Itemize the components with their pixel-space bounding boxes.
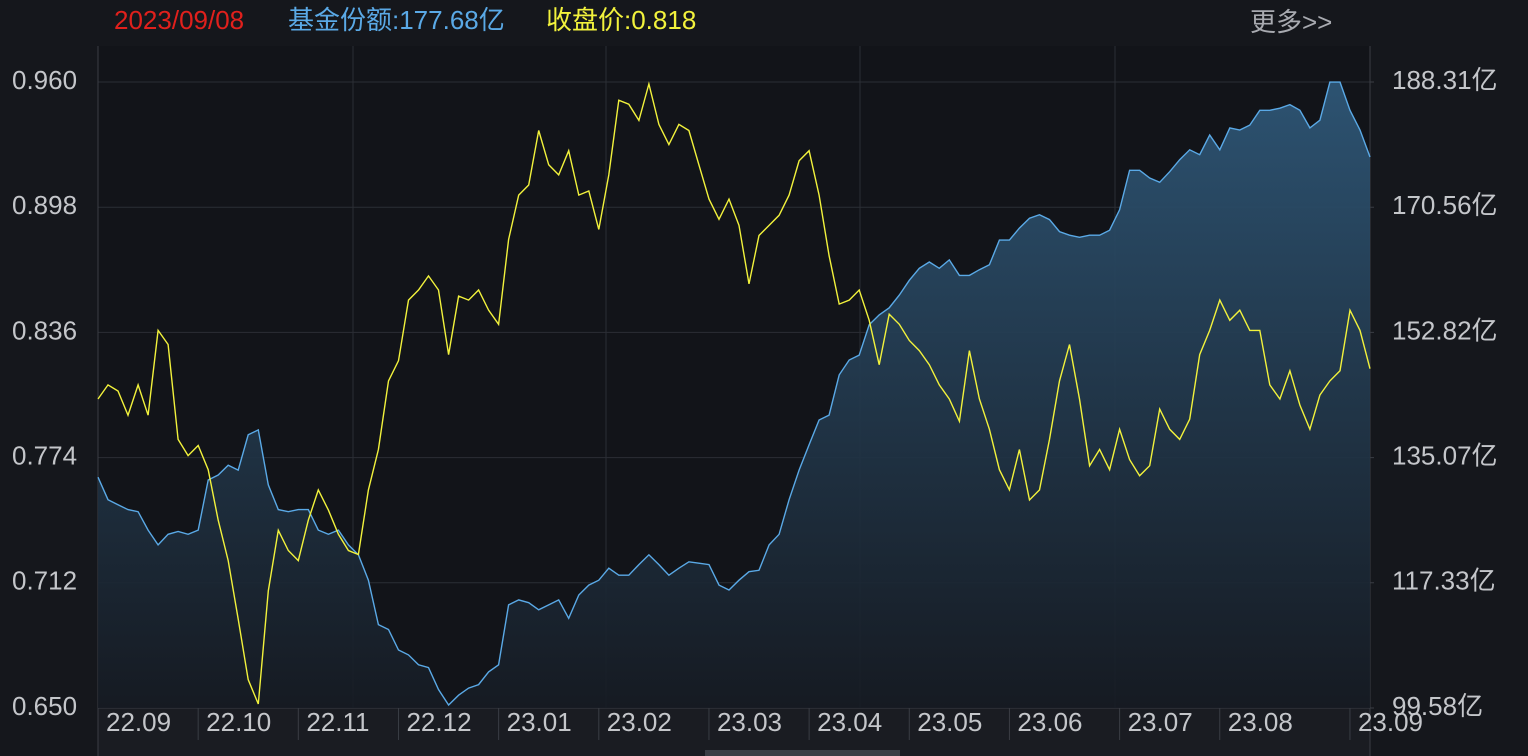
x-tick-label: 22.10	[206, 707, 271, 737]
x-tick-label: 23.09	[1358, 707, 1423, 737]
area	[98, 82, 1370, 709]
x-tick-label: 23.01	[507, 707, 572, 737]
x-tick-label: 22.11	[306, 707, 369, 737]
x-tick-label: 23.08	[1228, 707, 1293, 737]
series-line	[97, 81, 1371, 705]
y-tick-label: 0.960	[12, 65, 77, 95]
x-tick-label: 23.06	[1017, 707, 1082, 737]
header-price: 收盘价:0.818	[546, 5, 696, 35]
y-tick-label: 0.650	[12, 691, 77, 721]
y-tick-label: 0.712	[12, 566, 77, 596]
x-tick-label: 23.02	[607, 707, 672, 737]
x-tick-label: 23.05	[917, 707, 982, 737]
y-tick-label: 0.898	[12, 190, 77, 220]
y2-tick-label: 117.33亿	[1392, 566, 1496, 596]
x-tick-label: 22.09	[106, 707, 171, 737]
more-link[interactable]: 更多>>	[1250, 7, 1332, 37]
header-share: 基金份额:177.68亿	[288, 5, 505, 35]
y2-tick-label: 135.07亿	[1392, 440, 1498, 470]
y2-tick-label: 170.56亿	[1392, 190, 1498, 220]
x-tick-label: 23.07	[1128, 707, 1193, 737]
scrollbar[interactable]	[705, 750, 900, 756]
x-axis-band	[98, 708, 1370, 756]
y2-tick-label: 99.58亿	[1392, 691, 1483, 721]
y-tick-label: 0.836	[12, 315, 77, 345]
x-tick-label: 23.03	[717, 707, 782, 737]
y2-tick-label: 188.31亿	[1392, 65, 1498, 95]
y2-tick-label: 152.82亿	[1392, 315, 1498, 345]
y-tick-label: 0.774	[12, 440, 77, 470]
header-date: 2023/09/08	[114, 5, 244, 35]
x-tick-label: 22.12	[406, 707, 471, 737]
x-tick-label: 23.04	[817, 707, 882, 737]
